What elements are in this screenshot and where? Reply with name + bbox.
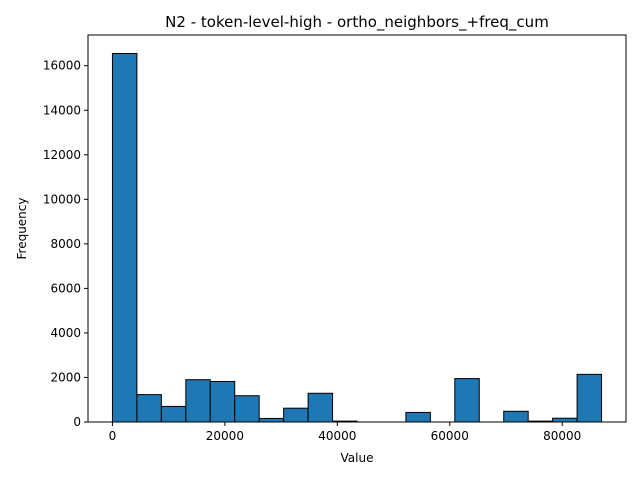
y-tick-label: 2000 <box>50 370 81 384</box>
x-tick-label: 20000 <box>206 429 244 443</box>
y-tick-label: 12000 <box>43 148 81 162</box>
x-tick-label: 80000 <box>543 429 581 443</box>
histogram-bar <box>405 411 431 423</box>
y-tick-label: 10000 <box>43 192 81 206</box>
y-tick-label: 8000 <box>50 237 81 251</box>
bars-group <box>111 52 603 423</box>
histogram-bar <box>576 373 603 423</box>
histogram-bar <box>283 407 309 423</box>
y-axis-ticks: 0 2000 4000 6000 8000 10000 12000 14000 16000 <box>43 59 88 429</box>
histogram-bar <box>503 410 529 423</box>
plot-frame <box>87 34 627 423</box>
histogram-bar <box>307 392 334 423</box>
histogram-bar <box>136 394 162 423</box>
x-tick-label: 0 <box>109 429 117 443</box>
x-tick-label: 40000 <box>318 429 356 443</box>
x-axis-label: Value <box>341 451 374 465</box>
y-tick-label: 6000 <box>50 281 81 295</box>
x-tick-label: 60000 <box>431 429 469 443</box>
histogram-bar <box>185 379 211 423</box>
histogram-bar <box>552 417 578 423</box>
histogram-bar <box>209 380 236 423</box>
y-axis-label: Frequency <box>15 198 29 260</box>
histogram-bar <box>454 378 480 423</box>
y-tick-label: 0 <box>73 415 81 429</box>
y-tick-label: 16000 <box>43 59 81 73</box>
histogram-bar <box>160 405 187 423</box>
histogram-bar <box>234 395 260 423</box>
y-tick-label: 4000 <box>50 326 81 340</box>
histogram-bar <box>258 417 285 423</box>
x-axis-ticks: 0 20000 40000 60000 80000 <box>109 422 581 443</box>
histogram-bar <box>111 52 138 423</box>
chart-title: N2 - token-level-high - ortho_neighbors_… <box>165 13 549 32</box>
y-tick-label: 14000 <box>43 103 81 117</box>
